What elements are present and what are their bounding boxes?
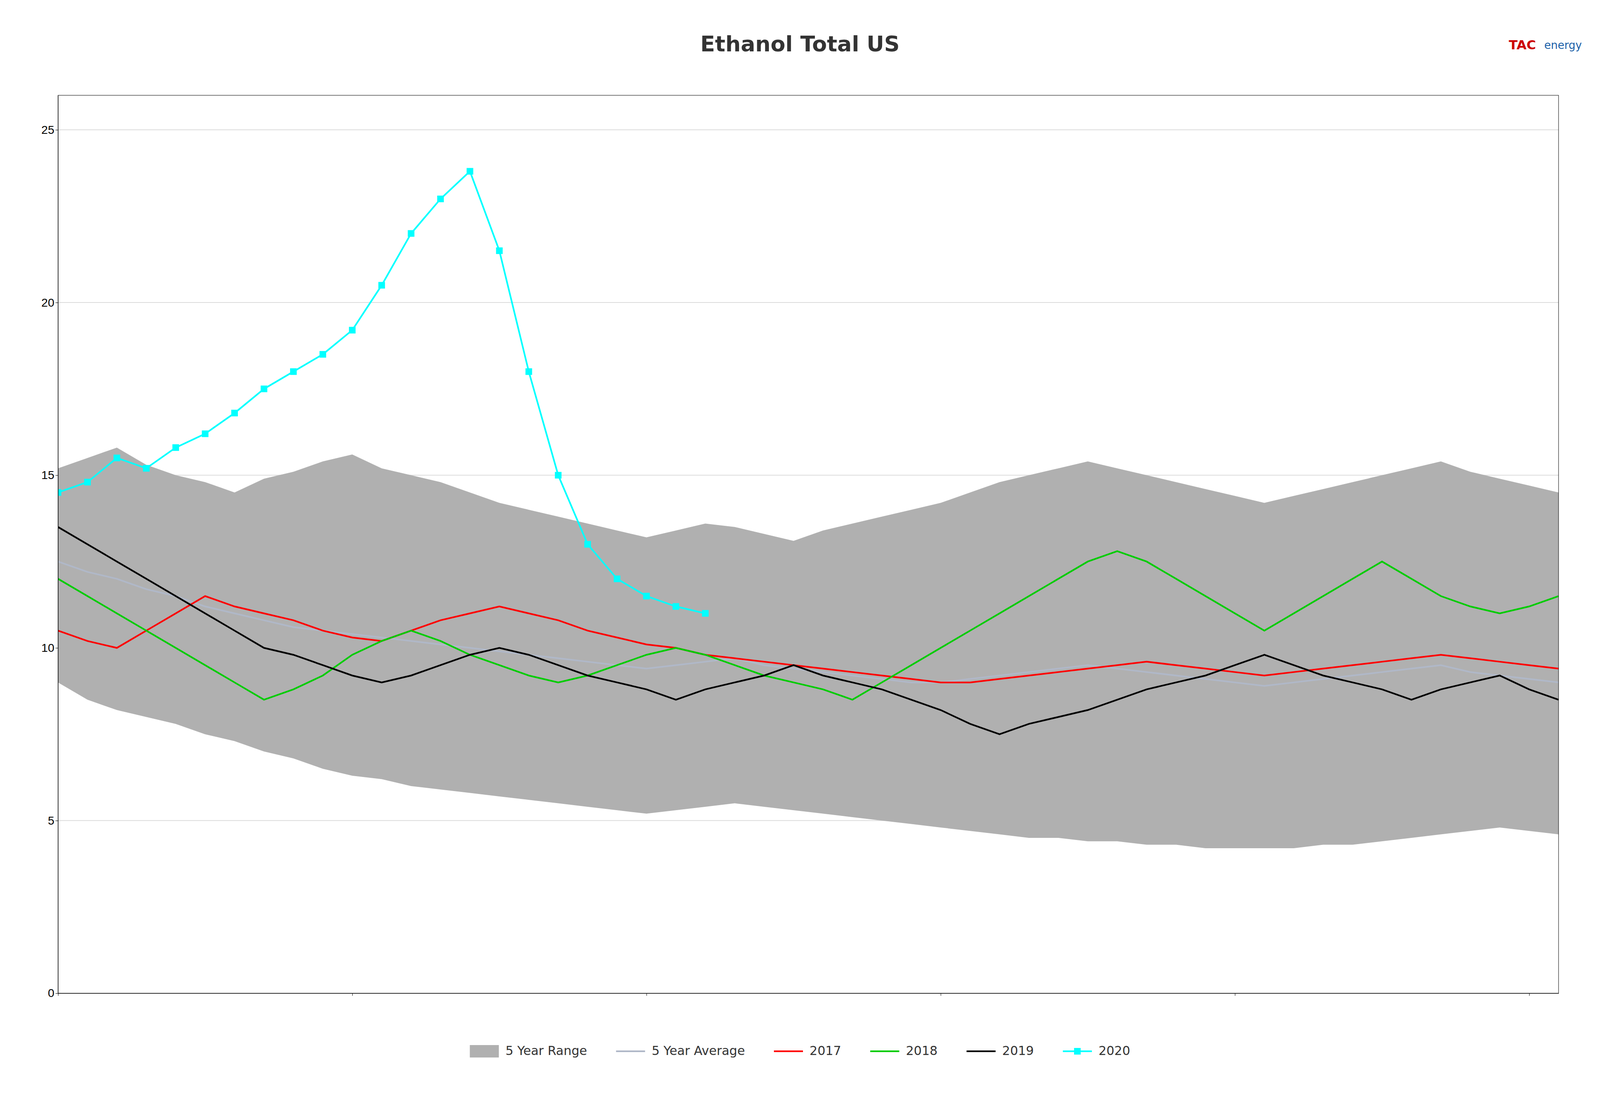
- tick-mark: [58, 993, 59, 997]
- legend-marker: [1073, 1048, 1081, 1055]
- marker: [290, 368, 297, 376]
- tick-label: 5: [47, 814, 55, 828]
- annotation: energy: [1544, 38, 1583, 52]
- legend-label: 2020: [1098, 1043, 1130, 1059]
- marker: [407, 230, 415, 237]
- marker: [84, 478, 91, 486]
- legend-label: 5 Year Range: [505, 1043, 587, 1059]
- tick: 0: [47, 986, 59, 1000]
- tick: [646, 993, 648, 997]
- tick-label: 10: [41, 641, 55, 655]
- tick: 10: [41, 641, 59, 655]
- tick: 5: [47, 814, 59, 828]
- tick-label: 0: [47, 986, 55, 1000]
- range-area: [58, 447, 1559, 849]
- marker: [319, 351, 327, 358]
- annotation: TAC: [1508, 37, 1536, 53]
- tick: 15: [41, 468, 59, 482]
- marker: [378, 281, 386, 289]
- legend-label: 2019: [1002, 1043, 1034, 1059]
- plot-frame: [58, 95, 1559, 994]
- tick-mark: [55, 820, 59, 822]
- grid-line: [58, 302, 1559, 304]
- marker: [613, 575, 621, 583]
- tick-label: 20: [41, 296, 55, 310]
- tick-mark: [55, 648, 59, 649]
- tick-mark: [55, 129, 59, 131]
- tick-mark: [352, 993, 353, 997]
- legend-item: 2020: [1062, 1043, 1130, 1059]
- legend-label: 2017: [809, 1043, 842, 1059]
- tick: [1529, 993, 1530, 997]
- legend-item: 2019: [966, 1043, 1034, 1059]
- legend-item: 5 Year Average: [615, 1043, 745, 1059]
- tick-mark: [1529, 993, 1530, 997]
- marker: [702, 610, 709, 617]
- marker: [496, 247, 503, 255]
- marker: [58, 489, 62, 496]
- tick-mark: [55, 993, 59, 994]
- marker: [525, 368, 533, 376]
- marker: [143, 465, 150, 472]
- marker: [201, 430, 209, 438]
- legend-item: 2017: [773, 1043, 842, 1059]
- marker: [584, 541, 592, 548]
- legend-swatch: [870, 1050, 900, 1053]
- tick-mark: [646, 993, 648, 997]
- chart: Ethanol Total US TAC energy 0 5 10 15 20 25 5 Yea…: [0, 0, 1600, 1101]
- marker: [555, 472, 562, 479]
- legend-swatch: [469, 1045, 499, 1058]
- marker: [466, 167, 474, 175]
- y-axis: 0 5 10 15 20 25: [41, 95, 59, 1001]
- marks: [58, 167, 1559, 849]
- x-axis: [58, 993, 1559, 997]
- marker: [672, 603, 680, 611]
- tick-mark: [940, 993, 941, 997]
- legend-item: 2018: [870, 1043, 938, 1059]
- tick-label: 15: [41, 468, 55, 482]
- series-line: [58, 171, 706, 614]
- marker: [113, 454, 121, 462]
- plot: 0 5 10 15 20 25: [41, 95, 1559, 1000]
- grid: [58, 129, 1559, 994]
- legend-label: 2018: [905, 1043, 938, 1059]
- marker: [231, 409, 238, 417]
- title: Ethanol Total US: [700, 31, 900, 57]
- tick: [940, 993, 941, 997]
- marker: [643, 593, 650, 600]
- series-line: [58, 527, 1559, 735]
- marker: [260, 385, 268, 393]
- tick: [1234, 993, 1236, 997]
- marker: [172, 444, 180, 451]
- marker: [437, 195, 444, 203]
- tick-mark: [1234, 993, 1236, 997]
- legend-label: 5 Year Average: [651, 1043, 745, 1059]
- tick-mark: [55, 475, 59, 476]
- tick-label: 25: [41, 123, 55, 137]
- tick: [352, 993, 353, 997]
- series-line: [58, 561, 1559, 687]
- legend: 5 Year Range 5 Year Average 2017 2018 2019 20…: [469, 1043, 1130, 1059]
- tick: 25: [41, 123, 59, 137]
- tick: [58, 993, 59, 997]
- tick: 20: [41, 296, 59, 310]
- legend-swatch: [966, 1050, 996, 1053]
- legend-item: 5 Year Range: [469, 1043, 587, 1059]
- marker: [349, 327, 356, 334]
- legend-swatch: [773, 1050, 803, 1053]
- grid-line: [58, 129, 1559, 131]
- legend-swatch: [615, 1050, 645, 1053]
- tick-mark: [55, 302, 59, 304]
